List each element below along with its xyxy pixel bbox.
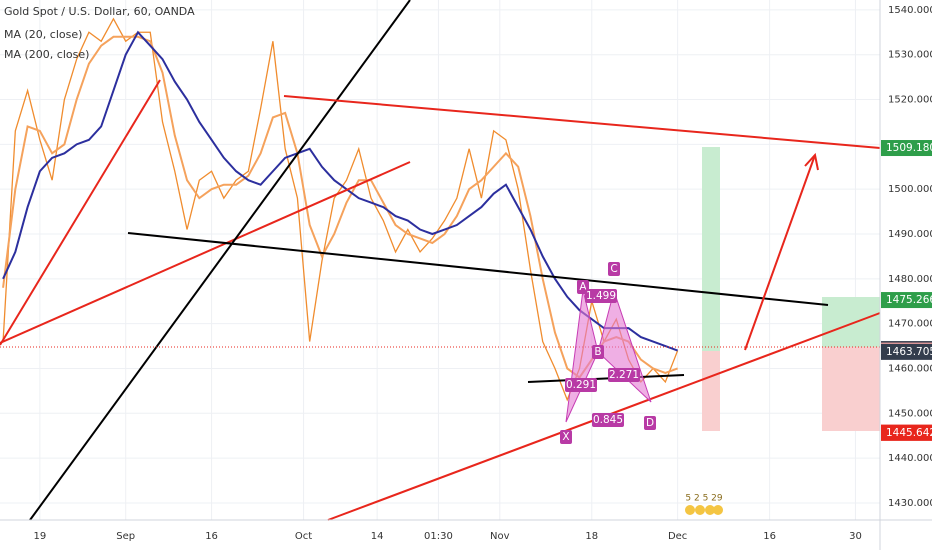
pattern-point: D: [646, 417, 654, 429]
pattern-ratio: 0.845: [593, 414, 623, 426]
pattern-ratio: 2.271: [609, 369, 639, 381]
legend: Gold Spot / U.S. Dollar, 60, OANDA MA (2…: [4, 5, 195, 61]
price-tag: [881, 140, 932, 157]
x-tick-label: 14: [371, 531, 384, 542]
legend-entry: MA (200, close): [4, 48, 89, 61]
y-tick-label: 1490.000: [888, 229, 932, 240]
x-tick-label: Sep: [116, 531, 135, 542]
pattern-point: A: [579, 281, 587, 293]
x-tick-label: Oct: [295, 531, 312, 542]
trendline: [29, 0, 411, 521]
price-tag-label: 1509.180: [886, 142, 932, 154]
arrow-head: [804, 152, 819, 171]
y-tick-label: 1480.000: [888, 274, 932, 285]
events: 5 2 5 29: [685, 494, 722, 504]
pattern-point: C: [610, 263, 617, 275]
pattern: [597, 289, 652, 403]
trendline: [527, 374, 685, 383]
x-tick-label: 16: [205, 531, 218, 542]
x-tick-label: Dec: [668, 531, 687, 542]
plot: [2, 17, 679, 402]
events-icons: [685, 505, 723, 515]
y-tick-label: 1450.000: [888, 408, 932, 419]
x-tick-label: 18: [585, 531, 598, 542]
y-tick-label: 1530.000: [888, 50, 932, 61]
axes: 1430.000 1440.000 1450.000 1460.000 1470.000…: [33, 5, 932, 542]
series-line: [2, 30, 678, 352]
y-tick-label: 1470.000: [888, 319, 932, 330]
series-line: [2, 17, 679, 402]
x-tick-label: 01:30: [424, 531, 453, 542]
price-tag-label: 1475.266: [886, 294, 932, 306]
y-tick-label: 1540.000: [888, 5, 932, 16]
trendline: [0, 79, 161, 346]
grid: [0, 0, 880, 520]
pattern-labels: X A B C D 1.499 0.291 2.271 0.845: [560, 262, 656, 444]
pattern-ratio: 0.291: [566, 379, 596, 391]
arrow: [744, 154, 816, 351]
pattern-point: X: [562, 431, 569, 443]
legend-title: Gold Spot / U.S. Dollar, 60, OANDA: [4, 5, 195, 18]
y-tick-label: 1500.000: [888, 184, 932, 195]
trendline: [127, 232, 829, 306]
price-tag: [881, 424, 932, 441]
target-zone: [702, 147, 720, 351]
x-tick-label: Nov: [490, 531, 510, 542]
y-tick-label: 1460.000: [888, 363, 932, 374]
x-tick-label: 19: [33, 531, 46, 542]
y-tick-label: 1520.000: [888, 95, 932, 106]
price-tag-label: 1445.642: [886, 427, 932, 439]
pattern-point: B: [594, 346, 601, 358]
trendline: [283, 95, 881, 149]
y-tick-label: 1430.000: [888, 498, 932, 509]
target-zone: [822, 297, 880, 347]
stop-zone: [822, 347, 880, 431]
trendline: [0, 161, 411, 344]
series-line: [2, 35, 678, 379]
price-tag-label: 1463.705: [886, 346, 932, 358]
y-tick-label: 1440.000: [888, 453, 932, 464]
x-tick-label: 16: [763, 531, 776, 542]
legend-entry: MA (20, close): [4, 28, 82, 41]
x-tick-label: 30: [849, 531, 862, 542]
price-tag: [881, 292, 932, 309]
pattern-ratio: 1.499: [586, 290, 616, 302]
price-tag: [881, 343, 932, 360]
stop-zone: [702, 351, 720, 431]
